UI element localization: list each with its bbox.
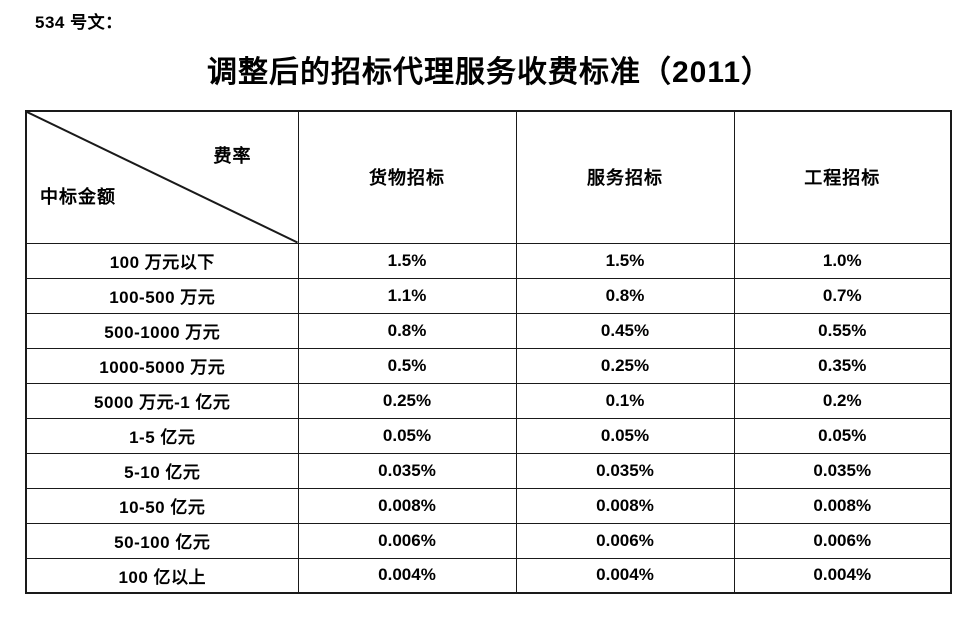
doc-number-label: 534 号文：	[35, 13, 123, 32]
services-rate-cell: 1.5%	[515, 242, 735, 279]
engineering-rate-cell: 0.7%	[733, 277, 952, 314]
amount-range-cell: 5-10 亿元	[25, 452, 299, 489]
engineering-rate-cell: 0.35%	[733, 347, 952, 384]
table-row: 10-50 亿元 0.008% 0.008% 0.008%	[25, 487, 952, 524]
corner-cell: 费率 中标金额	[25, 110, 299, 244]
engineering-rate-cell: 0.035%	[733, 452, 952, 489]
goods-rate-cell: 0.035%	[297, 452, 517, 489]
services-rate-cell: 0.45%	[515, 312, 735, 349]
amount-range-cell: 100 万元以下	[25, 242, 299, 279]
services-rate-cell: 0.05%	[515, 417, 735, 454]
services-rate-cell: 0.008%	[515, 487, 735, 524]
services-rate-cell: 0.035%	[515, 452, 735, 489]
goods-rate-cell: 0.5%	[297, 347, 517, 384]
goods-rate-cell: 0.004%	[297, 557, 517, 594]
amount-range-cell: 1-5 亿元	[25, 417, 299, 454]
corner-label-amount: 中标金额	[40, 186, 116, 207]
fee-table: 费率 中标金额 货物招标 服务招标 工程招标 100 万元以下 1.5% 1.5…	[25, 110, 952, 594]
goods-rate-cell: 0.05%	[297, 417, 517, 454]
table-row: 50-100 亿元 0.006% 0.006% 0.006%	[25, 522, 952, 559]
goods-rate-cell: 1.1%	[297, 277, 517, 314]
page-title: 调整后的招标代理服务收费标准（2011）	[206, 56, 773, 89]
goods-rate-cell: 0.25%	[297, 382, 517, 419]
engineering-rate-cell: 1.0%	[733, 242, 952, 279]
column-header-services: 服务招标	[515, 110, 735, 244]
engineering-rate-cell: 0.004%	[733, 557, 952, 594]
engineering-rate-cell: 0.008%	[733, 487, 952, 524]
table-row: 1-5 亿元 0.05% 0.05% 0.05%	[25, 417, 952, 454]
goods-rate-cell: 0.8%	[297, 312, 517, 349]
column-header-goods: 货物招标	[297, 110, 517, 244]
amount-range-cell: 50-100 亿元	[25, 522, 299, 559]
goods-rate-cell: 0.006%	[297, 522, 517, 559]
engineering-rate-cell: 0.006%	[733, 522, 952, 559]
table-row: 500-1000 万元 0.8% 0.45% 0.55%	[25, 312, 952, 349]
amount-range-cell: 100 亿以上	[25, 557, 299, 594]
table-row: 1000-5000 万元 0.5% 0.25% 0.35%	[25, 347, 952, 384]
fee-table-body: 100 万元以下 1.5% 1.5% 1.0% 100-500 万元 1.1% …	[25, 242, 952, 594]
diagonal-line-icon	[27, 112, 298, 243]
table-row: 5-10 亿元 0.035% 0.035% 0.035%	[25, 452, 952, 489]
engineering-rate-cell: 0.05%	[733, 417, 952, 454]
amount-range-cell: 5000 万元-1 亿元	[25, 382, 299, 419]
amount-range-cell: 10-50 亿元	[25, 487, 299, 524]
goods-rate-cell: 1.5%	[297, 242, 517, 279]
amount-range-cell: 500-1000 万元	[25, 312, 299, 349]
amount-range-cell: 1000-5000 万元	[25, 347, 299, 384]
services-rate-cell: 0.006%	[515, 522, 735, 559]
table-row: 100 万元以下 1.5% 1.5% 1.0%	[25, 242, 952, 279]
engineering-rate-cell: 0.55%	[733, 312, 952, 349]
table-row: 100 亿以上 0.004% 0.004% 0.004%	[25, 557, 952, 594]
header-row: 费率 中标金额 货物招标 服务招标 工程招标	[25, 110, 952, 244]
engineering-rate-cell: 0.2%	[733, 382, 952, 419]
corner-label-rate: 费率	[213, 146, 252, 166]
goods-rate-cell: 0.008%	[297, 487, 517, 524]
services-rate-cell: 0.8%	[515, 277, 735, 314]
table-row: 5000 万元-1 亿元 0.25% 0.1% 0.2%	[25, 382, 952, 419]
services-rate-cell: 0.1%	[515, 382, 735, 419]
table-row: 100-500 万元 1.1% 0.8% 0.7%	[25, 277, 952, 314]
services-rate-cell: 0.004%	[515, 557, 735, 594]
column-header-engineering: 工程招标	[733, 110, 952, 244]
amount-range-cell: 100-500 万元	[25, 277, 299, 314]
services-rate-cell: 0.25%	[515, 347, 735, 384]
